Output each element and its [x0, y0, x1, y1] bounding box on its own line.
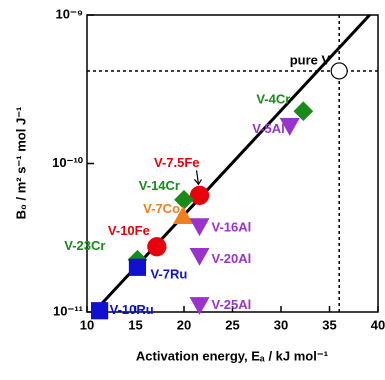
point-label: V-10Ru: [110, 302, 154, 317]
y-tick-label: 10⁻⁹: [56, 6, 84, 21]
point-label: V-20Al: [212, 251, 252, 266]
x-tick-label: 15: [128, 317, 142, 332]
y-tick-label: 10⁻¹¹: [53, 303, 83, 318]
marker: [293, 101, 314, 122]
marker: [279, 117, 300, 136]
point-label: V-16Al: [212, 219, 252, 234]
point-label: pure V: [290, 52, 331, 67]
x-tick-label: 10: [80, 317, 94, 332]
marker: [128, 258, 147, 276]
point-label: V-25Al: [212, 297, 252, 312]
marker: [189, 185, 210, 205]
marker: [189, 247, 210, 266]
marker: [189, 297, 210, 315]
point-label: V-14Cr: [139, 178, 180, 193]
point-label: V-5Al: [252, 121, 285, 136]
marker: [189, 218, 210, 237]
marker: [330, 62, 348, 80]
point-label: V-7Ru: [150, 267, 187, 282]
point-label: V-10Fe: [108, 223, 150, 238]
plot-frame: [86, 14, 379, 313]
point-label: V-4Cr: [256, 92, 290, 107]
x-tick-label: 20: [177, 317, 191, 332]
marker: [147, 237, 167, 257]
x-tick-label: 25: [225, 317, 239, 332]
y-axis-title: B₀ / m² s⁻¹ mol J⁻¹: [13, 107, 28, 220]
point-label: V-23Cr: [64, 238, 105, 253]
x-tick-label: 40: [371, 317, 385, 332]
x-tick-label: 30: [274, 317, 288, 332]
y-tick-label: 10⁻¹⁰: [52, 155, 84, 170]
marker: [91, 302, 109, 320]
arrow: [194, 170, 203, 186]
point-label: V-7.5Fe: [154, 155, 200, 170]
point-label: V-7Co: [143, 201, 180, 216]
x-tick-label: 35: [322, 317, 336, 332]
x-axis-title: Activation energy, Eₐ / kJ mol⁻¹: [136, 348, 328, 363]
marker: [173, 206, 194, 225]
